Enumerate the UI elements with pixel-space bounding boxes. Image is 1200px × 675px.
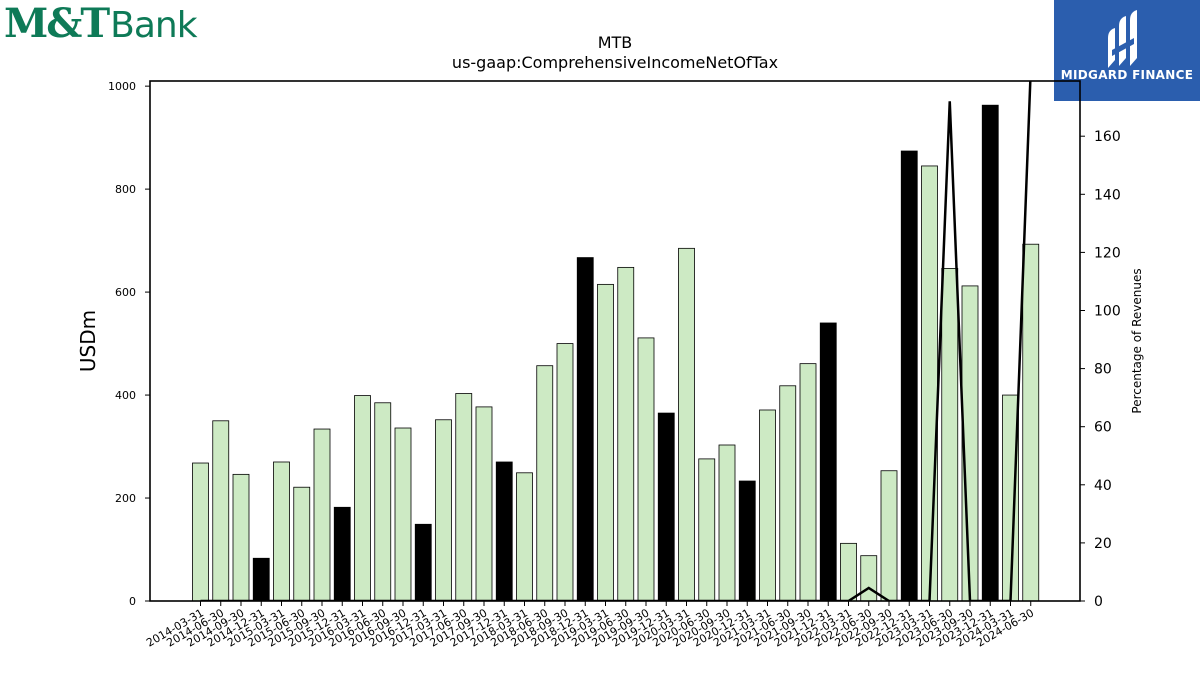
y2-tick-label: 120 xyxy=(1094,245,1121,261)
midgard-emblem-icon xyxy=(1108,10,1137,68)
chart-title: MTB xyxy=(598,33,633,52)
y2-tick-label: 0 xyxy=(1094,594,1103,610)
y-tick-label: 1000 xyxy=(108,80,136,93)
bar-2022-12-31 xyxy=(900,150,918,602)
y2-tick-label: 80 xyxy=(1094,362,1112,378)
midgard-finance-logo: MIDGARD FINANCE xyxy=(1054,0,1200,101)
bar-2021-06-30 xyxy=(779,385,797,602)
mt-bank-logo: M&T Bank xyxy=(4,0,198,47)
mt-bank-logo-word: Bank xyxy=(110,5,197,46)
bar-2016-09-30 xyxy=(394,427,412,602)
bar-2019-03-31 xyxy=(597,283,614,602)
bar-2024-06-30 xyxy=(1022,243,1040,602)
x-axis: 2014-03-312014-06-302014-09-302014-12-31… xyxy=(144,601,1036,650)
y-axis-left: 0 200 400 600 800 1000 xyxy=(108,80,150,608)
bar-2021-03-31 xyxy=(759,409,776,602)
bar-2022-06-30 xyxy=(860,555,878,602)
y-tick-label: 800 xyxy=(115,183,136,196)
bar-2022-03-31 xyxy=(840,542,857,602)
midgard-finance-wordmark: MIDGARD FINANCE xyxy=(1060,68,1194,82)
bar-2023-03-31 xyxy=(921,165,938,602)
bar-2014-06-30 xyxy=(212,420,230,602)
bar-2014-03-31 xyxy=(192,462,209,602)
bar-2015-03-31 xyxy=(273,461,290,602)
bar-2021-12-31 xyxy=(819,322,837,602)
y-tick-label: 600 xyxy=(115,286,136,299)
bar-2021-09-30 xyxy=(799,363,817,602)
y2-tick-label: 20 xyxy=(1094,536,1112,552)
bar-2020-03-31 xyxy=(678,247,695,602)
y2-tick-label: 40 xyxy=(1094,478,1112,494)
plot-frame xyxy=(149,80,1081,602)
bar-2015-09-30 xyxy=(313,428,331,602)
mt-bank-logo-mark: M&T xyxy=(4,0,110,47)
bar-2019-09-30 xyxy=(637,337,655,602)
bar-2016-03-31 xyxy=(354,395,371,602)
y-axis-right: 0 20 40 60 80 100 120 140 160 xyxy=(1080,129,1121,610)
bar-2019-06-30 xyxy=(617,266,635,602)
bar-2017-06-30 xyxy=(455,393,473,602)
bar-2015-12-31 xyxy=(333,506,351,602)
bar-2014-09-30 xyxy=(232,473,250,602)
bar-2019-12-31 xyxy=(657,412,675,602)
bar-2017-09-30 xyxy=(475,406,493,602)
bar-2018-09-30 xyxy=(556,343,574,602)
bar-2020-09-30 xyxy=(718,444,736,602)
y-tick-label: 400 xyxy=(115,389,136,402)
bar-2020-12-31 xyxy=(738,480,756,602)
y2-tick-label: 60 xyxy=(1094,420,1112,436)
y2-tick-label: 140 xyxy=(1094,187,1121,203)
y2-tick-label: 160 xyxy=(1094,129,1121,145)
bar-2017-03-31 xyxy=(435,419,452,602)
y-tick-label: 200 xyxy=(115,492,136,505)
bar-2018-12-31 xyxy=(576,257,594,602)
bar-2016-06-30 xyxy=(374,402,392,602)
bar-2018-06-30 xyxy=(536,365,554,602)
bar-2023-06-30 xyxy=(941,268,959,602)
bar-2020-06-30 xyxy=(698,458,716,602)
bar-2017-12-31 xyxy=(495,461,513,602)
bars-layer xyxy=(192,104,1040,602)
bar-2015-06-30 xyxy=(293,486,311,602)
y-axis-label: USDm xyxy=(76,310,100,372)
bar-2016-12-31 xyxy=(414,523,432,602)
bar-2022-09-30 xyxy=(880,470,898,602)
y2-tick-label: 100 xyxy=(1094,303,1121,319)
y-tick-label: 0 xyxy=(129,595,136,608)
bar-2014-12-31 xyxy=(252,557,270,602)
bar-2018-03-31 xyxy=(516,472,533,602)
chart-subtitle: us-gaap:ComprehensiveIncomeNetOfTax xyxy=(452,53,778,72)
bar-2023-12-31 xyxy=(981,104,999,602)
y2-axis-label: Percentage of Revenues xyxy=(1130,268,1144,413)
